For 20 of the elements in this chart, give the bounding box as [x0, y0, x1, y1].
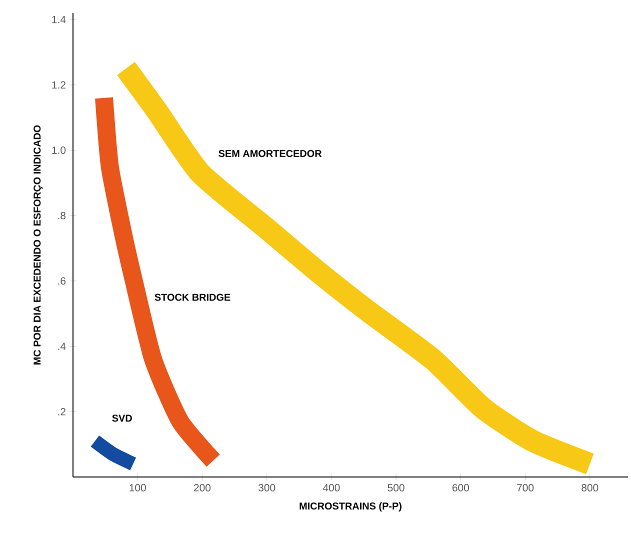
x-tick-label: 300: [258, 484, 276, 492]
y-tick-label: 1.0: [52, 146, 66, 154]
y-tick-label: 1.4: [52, 16, 66, 24]
y-axis-title: MC POR DIA EXCEDENDO O ESFORÇO INDICADO: [34, 125, 43, 364]
y-tick-label: 1.2: [52, 81, 66, 89]
x-tick-label: 500: [388, 484, 404, 492]
text: SVD: [112, 414, 132, 422]
text: SEM AMORTECEDOR: [218, 150, 322, 158]
x-tick-label: 700: [517, 484, 534, 492]
y-tick-label: .4: [58, 342, 66, 350]
x-axis-title: MICROSTRAINS (P-P): [300, 502, 402, 512]
x-tick-label: 400: [322, 484, 340, 492]
x-tick-label: 100: [130, 484, 146, 492]
y-tick-label: .6: [58, 277, 66, 285]
y-tick-label: .8: [58, 212, 66, 220]
x-tick-label: 200: [194, 484, 211, 492]
series-label: STOCK BRIDGE: [154, 294, 230, 301]
y-tick-label: .2: [58, 408, 66, 416]
x-tick-label: 800: [582, 484, 598, 492]
x-tick-label: 600: [452, 484, 469, 492]
